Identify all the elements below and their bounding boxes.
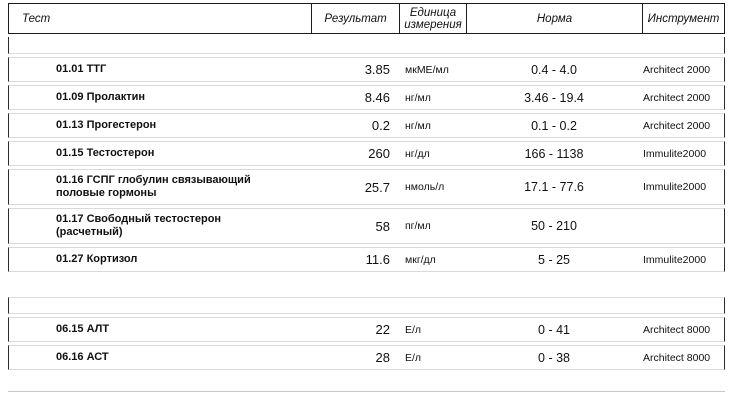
cell-unit: нг/мл [405, 119, 431, 132]
cell-test-name: 06.15 АЛТ [56, 323, 110, 335]
cell-unit: мкМЕ/мл [405, 63, 449, 76]
cell-unit: Е/л [405, 351, 422, 364]
cell-norm: 0.4 - 4.0 [531, 62, 577, 77]
section-rows: 01.01 ТТГ 3.85 мкМЕ/мл 0.4 - 4.0 Archite… [8, 57, 725, 272]
cell-unit: мкг/дл [405, 253, 436, 266]
cell-norm: 50 - 210 [531, 219, 577, 233]
cell-instrument: Immulite2000 [643, 181, 707, 193]
cell-unit: пг/мл [405, 220, 431, 232]
column-header-test: Тест [22, 12, 51, 25]
cell-instrument: Architect 2000 [643, 63, 711, 76]
table-row: 01.17 Свободный тестостерон (расчетный) … [8, 208, 725, 244]
cell-test-name: 06.16 АСТ [56, 351, 109, 363]
cell-test-name: 01.09 Пролактин [56, 91, 146, 103]
table-row: 01.16 ГСПГ глобулин связывающий половые … [8, 169, 725, 205]
cell-instrument: Immulite2000 [643, 147, 707, 160]
cell-unit: нг/дл [405, 147, 430, 160]
cell-result: 0.2 [371, 118, 390, 133]
cell-test-name: 01.27 Кортизол [56, 253, 138, 265]
cell-result: 11.6 [365, 252, 390, 267]
lab-section-liver: 06.15 АЛТ 22 Е/л 0 - 41 Architect 8000 0… [8, 297, 725, 370]
cell-test-name: 01.16 ГСПГ глобулин связывающий половые … [56, 174, 251, 199]
cell-unit: Е/л [405, 323, 422, 336]
cell-test-name: 01.13 Прогестерон [56, 119, 157, 131]
lab-results-page: Тест Результат Единица измерения Норма И… [8, 3, 725, 392]
table-row: 01.27 Кортизол 11.6 мкг/дл 5 - 25 Immuli… [8, 247, 725, 272]
cell-instrument: Immulite2000 [643, 253, 707, 266]
cell-norm: 0.1 - 0.2 [531, 118, 577, 133]
bottom-divider [8, 391, 725, 392]
cell-norm: 17.1 - 77.6 [524, 180, 584, 194]
cell-test-name: 01.01 ТТГ [56, 63, 107, 75]
section-rows: 06.15 АЛТ 22 Е/л 0 - 41 Architect 8000 0… [8, 317, 725, 370]
cell-norm: 5 - 25 [538, 252, 570, 267]
table-row: 01.15 Тестостерон 260 нг/дл 166 - 1138 I… [8, 141, 725, 166]
cell-norm: 166 - 1138 [524, 146, 584, 161]
lab-section-hormones: 01.01 ТТГ 3.85 мкМЕ/мл 0.4 - 4.0 Archite… [8, 37, 725, 272]
column-header-unit: Единица измерения [399, 4, 466, 33]
cell-instrument: Architect 8000 [643, 351, 711, 364]
cell-result: 28 [375, 350, 390, 365]
cell-test-name: 01.17 Свободный тестостерон (расчетный) [56, 213, 222, 238]
column-header-instrument: Инструмент [642, 4, 724, 33]
table-row: 06.15 АЛТ 22 Е/л 0 - 41 Architect 8000 [8, 317, 725, 342]
cell-result: 260 [368, 146, 390, 161]
table-row: 01.09 Пролактин 8.46 нг/мл 3.46 - 19.4 A… [8, 85, 725, 110]
cell-unit: нмоль/л [405, 181, 445, 193]
cell-result: 22 [375, 322, 390, 337]
column-header-norm: Норма [466, 4, 642, 33]
cell-result: 8.46 [364, 90, 390, 105]
cell-instrument: Architect 8000 [643, 323, 711, 336]
cell-result: 58 [375, 218, 390, 234]
table-row: 01.01 ТТГ 3.85 мкМЕ/мл 0.4 - 4.0 Archite… [8, 57, 725, 82]
cell-unit: нг/мл [405, 91, 431, 104]
section-spacer [8, 297, 725, 314]
cell-norm: 0 - 41 [538, 322, 570, 337]
cell-result: 3.85 [364, 62, 390, 77]
table-row: 01.13 Прогестерон 0.2 нг/мл 0.1 - 0.2 Ar… [8, 113, 725, 138]
cell-instrument: Architect 2000 [643, 91, 711, 104]
cell-instrument: Architect 2000 [643, 119, 711, 132]
section-spacer [8, 37, 725, 54]
column-header-result: Результат [311, 4, 399, 33]
table-header-row: Тест Результат Единица измерения Норма И… [8, 3, 725, 34]
cell-norm: 3.46 - 19.4 [524, 90, 584, 105]
cell-result: 25.7 [364, 179, 390, 195]
table-row: 06.16 АСТ 28 Е/л 0 - 38 Architect 8000 [8, 345, 725, 370]
cell-test-name: 01.15 Тестостерон [56, 147, 155, 159]
cell-norm: 0 - 38 [538, 350, 570, 365]
